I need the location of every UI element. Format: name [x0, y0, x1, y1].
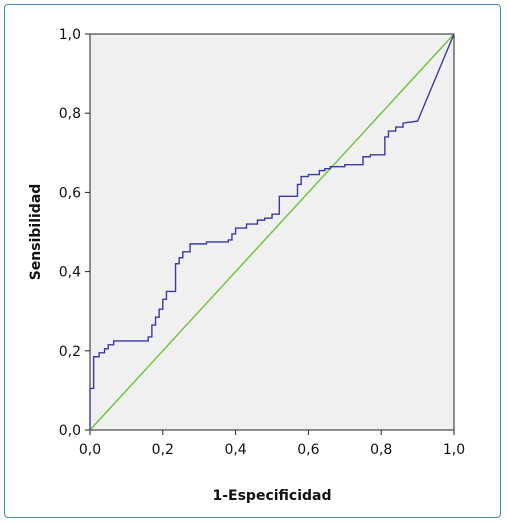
x-tick-label: 0,6: [297, 442, 319, 458]
y-tick-label: 0,2: [59, 344, 81, 360]
y-tick-label: 0,0: [59, 423, 81, 439]
y-tick-label: 1,0: [59, 27, 81, 43]
x-tick-label: 1,0: [443, 442, 465, 458]
y-tick-label: 0,8: [59, 106, 81, 122]
y-tick-label: 0,4: [59, 265, 81, 281]
y-axis-ticks: 0,0 0,2 0,4 0,6 0,8 1,0: [59, 27, 90, 439]
x-axis-ticks: 0,0 0,2 0,4 0,6 0,8 1,0: [79, 430, 465, 458]
x-tick-label: 0,8: [370, 442, 392, 458]
y-tick-label: 0,6: [59, 185, 81, 201]
y-axis-title: Sensibilidad: [28, 184, 44, 281]
series-layer: [89, 33, 455, 431]
x-tick-label: 0,0: [79, 442, 101, 458]
x-tick-label: 0,4: [224, 442, 246, 458]
reference-diagonal-line: [89, 33, 455, 431]
x-tick-label: 0,2: [152, 442, 174, 458]
roc-curve-line: [89, 33, 455, 430]
x-axis-title: 1-Especificidad: [212, 488, 331, 504]
